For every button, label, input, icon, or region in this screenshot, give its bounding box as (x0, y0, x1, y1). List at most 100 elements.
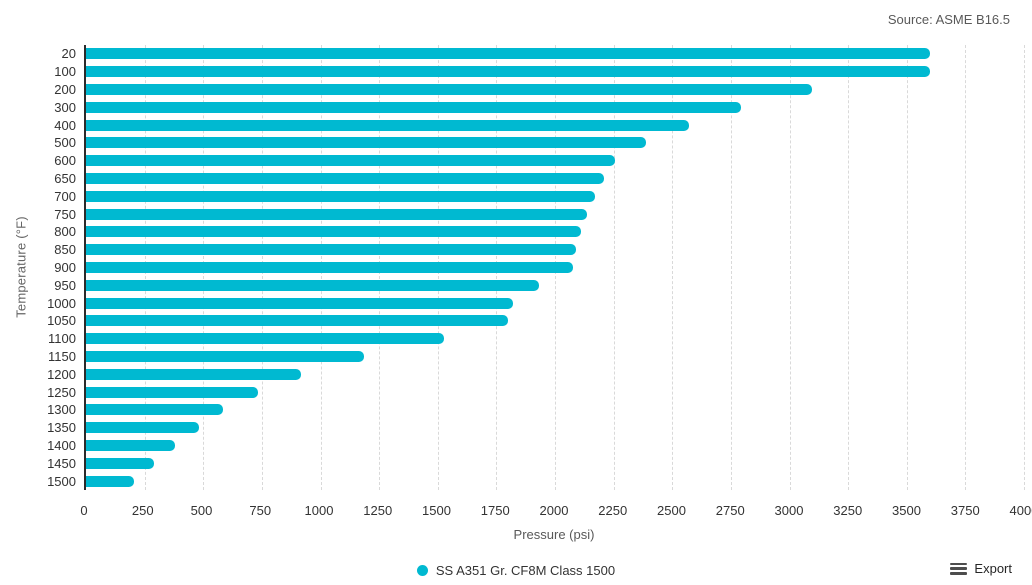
bar[interactable] (86, 172, 605, 184)
y-axis-tick-label: 800 (54, 224, 76, 240)
bar-row (86, 401, 1024, 419)
bar-row (86, 348, 1024, 366)
bar-row (86, 419, 1024, 437)
x-axis-tick-label: 0 (80, 503, 88, 518)
x-axis-tick-label: 1250 (363, 503, 393, 518)
bar[interactable] (86, 368, 301, 380)
bar[interactable] (86, 404, 224, 416)
bar[interactable] (86, 119, 689, 131)
y-axis-tick-label: 1050 (47, 313, 76, 329)
y-axis-tick-label: 850 (54, 242, 76, 258)
y-axis-tick-label: 1000 (47, 295, 76, 311)
x-axis-tick-label: 250 (131, 503, 154, 518)
bar-row (86, 223, 1024, 241)
bar[interactable] (86, 315, 509, 327)
y-axis-tick-label: 1300 (47, 402, 76, 418)
y-axis-tick-label: 1350 (47, 420, 76, 436)
bar-row (86, 330, 1024, 348)
bar[interactable] (86, 208, 587, 220)
gridline (965, 45, 967, 490)
source-label: Source: ASME B16.5 (887, 12, 1010, 27)
bar[interactable] (86, 457, 154, 469)
gridline (1024, 45, 1025, 490)
legend-series-label[interactable]: SS A351 Gr. CF8M Class 1500 (435, 563, 616, 578)
bar[interactable] (86, 439, 176, 451)
bar[interactable] (86, 190, 595, 202)
y-axis-tick-label: 1200 (47, 366, 76, 382)
gridline (906, 45, 908, 490)
bars-container (86, 45, 1024, 490)
bar-row (86, 294, 1024, 312)
bar[interactable] (86, 244, 577, 256)
bar-row (86, 116, 1024, 134)
bar[interactable] (86, 66, 931, 78)
x-axis-tick-label: 2000 (539, 503, 569, 518)
bar-row (86, 276, 1024, 294)
x-axis-tick-label: 3750 (950, 503, 980, 518)
bar-row (86, 187, 1024, 205)
bar[interactable] (86, 350, 364, 362)
bar-row (86, 383, 1024, 401)
bar[interactable] (86, 386, 259, 398)
bar-row (86, 241, 1024, 259)
y-axis-labels: 20 100 200 300 400 500 600 650 700 750 800 850 900 95… (0, 45, 76, 490)
x-axis-ticks: 0 250 500 750 1000 1250 1500 1750 2000 2250 2500 27… (0, 503, 1032, 519)
x-axis-tick-label: 3000 (774, 503, 804, 518)
bar-row (86, 365, 1024, 383)
x-axis-tick-label: 2250 (598, 503, 628, 518)
y-axis-tick-label: 1450 (47, 455, 76, 471)
bar[interactable] (86, 137, 647, 149)
bar-row (86, 454, 1024, 472)
bar[interactable] (86, 83, 812, 95)
bar[interactable] (86, 48, 931, 60)
y-axis-tick-label: 1150 (48, 348, 76, 364)
gridline (730, 45, 732, 490)
bar[interactable] (86, 155, 615, 167)
hamburger-menu-icon (950, 562, 968, 575)
bar[interactable] (86, 279, 539, 291)
x-axis-title: Pressure (psi) (513, 527, 595, 542)
bar[interactable] (86, 333, 444, 345)
y-axis-tick-label: 400 (54, 117, 76, 133)
x-axis-tick-label: 3500 (892, 503, 921, 518)
x-axis-tick-label: 1750 (480, 503, 510, 518)
bar-row (86, 152, 1024, 170)
x-axis-tick-label: 3250 (833, 503, 863, 518)
bar-row (86, 205, 1024, 223)
gridline (789, 45, 791, 490)
x-axis-tick-label: 1000 (304, 503, 334, 518)
bar[interactable] (86, 261, 573, 273)
x-axis-tick-label: 1500 (422, 503, 451, 518)
bar[interactable] (86, 101, 742, 113)
y-axis-tick-label: 700 (54, 188, 76, 204)
gridline (848, 45, 850, 490)
plot-area (84, 45, 1025, 490)
y-axis-tick-label: 200 (54, 81, 76, 97)
bar[interactable] (86, 297, 513, 309)
y-axis-tick-label: 100 (54, 64, 76, 80)
gridline (613, 45, 615, 490)
x-axis-tick-label: 750 (249, 503, 272, 518)
y-axis-tick-label: 1500 (47, 473, 76, 489)
y-axis-tick-label: 1100 (48, 331, 76, 347)
bar[interactable] (86, 422, 199, 434)
bar[interactable] (86, 475, 135, 487)
legend-marker-icon[interactable] (416, 565, 428, 576)
bar-row (86, 45, 1024, 63)
bar[interactable] (86, 226, 581, 238)
y-axis-tick-label: 300 (54, 99, 76, 115)
legend: SS A351 Gr. CF8M Class 1500 (0, 563, 1032, 578)
y-axis-tick-label: 600 (54, 153, 76, 169)
x-axis-tick-label: 2750 (715, 503, 745, 518)
x-axis-tick-label: 2500 (657, 503, 686, 518)
export-button-label: Export (974, 561, 1012, 576)
x-axis-tick-label: 500 (190, 503, 213, 518)
y-axis-tick-label: 1250 (47, 384, 76, 400)
y-axis-tick-label: 650 (54, 170, 76, 186)
bar-row (86, 81, 1024, 99)
export-button[interactable]: Export (950, 561, 1012, 576)
y-axis-tick-label: 500 (54, 135, 76, 151)
y-axis-tick-label: 20 (61, 46, 76, 62)
y-axis-tick-label: 900 (54, 259, 76, 275)
x-axis-tick-label: 4000 (1009, 503, 1032, 518)
